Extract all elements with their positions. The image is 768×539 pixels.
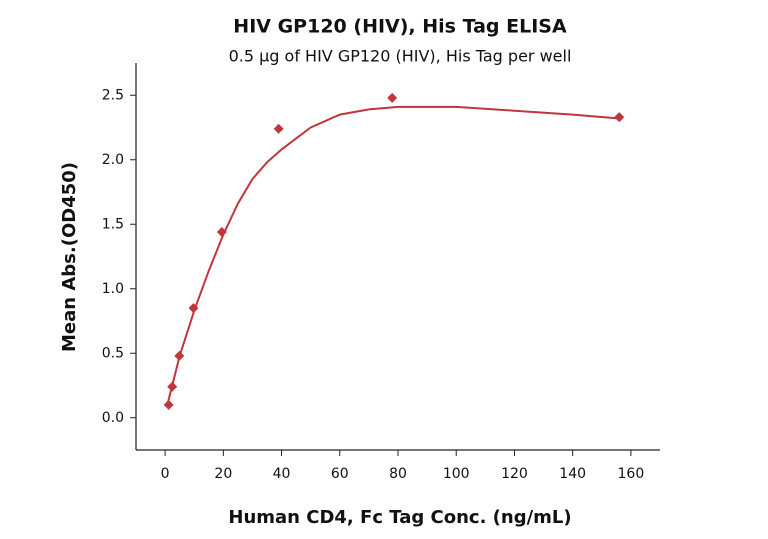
x-axis-label: Human CD4, Fc Tag Conc. (ng/mL) bbox=[228, 507, 571, 528]
data-point bbox=[216, 226, 227, 237]
y-tick-label: 1.0 bbox=[102, 281, 124, 297]
y-tick-label: 0.0 bbox=[102, 410, 124, 426]
chart-subtitle: 0.5 µg of HIV GP120 (HIV), His Tag per w… bbox=[229, 47, 572, 66]
data-point bbox=[387, 92, 398, 103]
y-tick-label: 1.5 bbox=[102, 216, 124, 232]
x-tick-label: 20 bbox=[214, 466, 232, 482]
y-tick-label: 2.5 bbox=[102, 87, 124, 103]
y-axis-label: Mean Abs.(OD450) bbox=[59, 162, 80, 352]
x-tick-label: 60 bbox=[331, 466, 349, 482]
x-tick-label: 80 bbox=[389, 466, 407, 482]
data-point bbox=[163, 399, 174, 410]
x-tick-label: 0 bbox=[161, 466, 170, 482]
y-tick-label: 0.5 bbox=[102, 345, 124, 361]
x-tick-label: 40 bbox=[273, 466, 291, 482]
fit-curve bbox=[167, 105, 620, 403]
x-tick-label: 100 bbox=[443, 466, 470, 482]
data-point bbox=[273, 123, 284, 134]
data-point bbox=[167, 381, 178, 392]
data-point bbox=[614, 112, 625, 123]
data-point bbox=[174, 350, 185, 361]
y-tick-label: 2.0 bbox=[102, 152, 124, 168]
chart-title: HIV GP120 (HIV), His Tag ELISA bbox=[233, 16, 567, 38]
x-tick-label: 160 bbox=[618, 466, 645, 482]
x-tick-label: 120 bbox=[501, 466, 528, 482]
x-tick-label: 140 bbox=[559, 466, 586, 482]
data-point bbox=[188, 303, 199, 314]
